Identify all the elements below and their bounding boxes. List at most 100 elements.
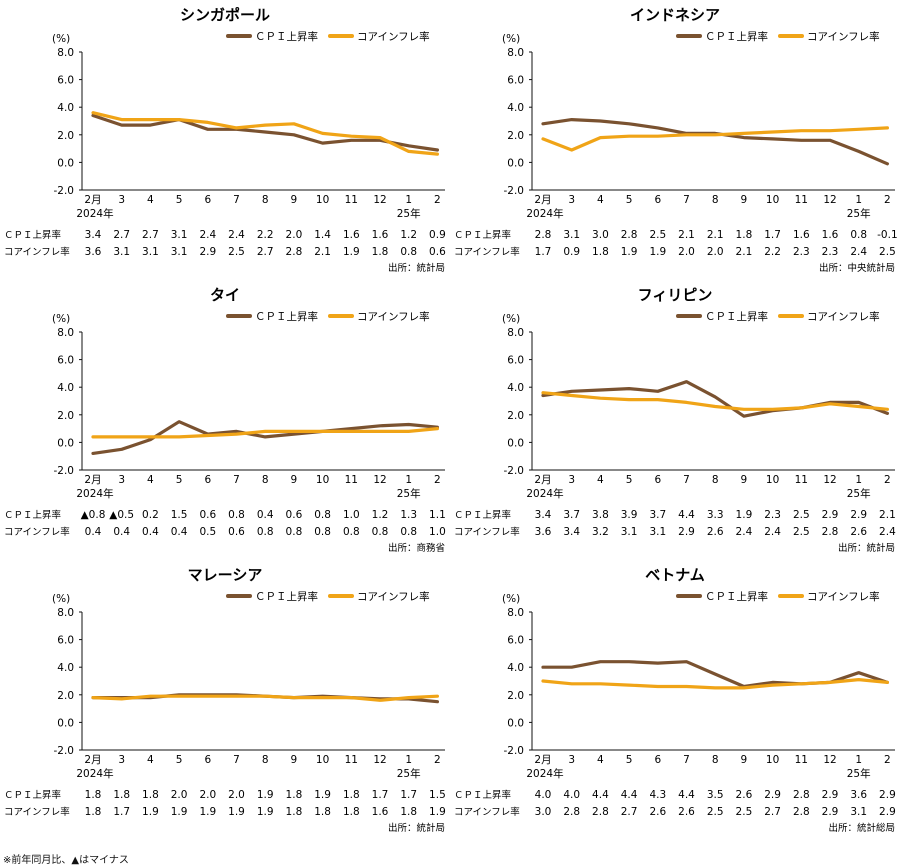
x-tick-label: 2月: [534, 474, 551, 486]
data-label-cpi: 2.9: [764, 789, 781, 801]
y-tick-label: 6.0: [507, 635, 524, 647]
data-label-cpi: 0.8: [850, 229, 867, 241]
legend-label-cpi: ＣＰＩ上昇率: [705, 30, 768, 43]
panel-2: インドネシア (%) 8.0 6.0 4.0 2.0 0.0 -2.0 2月 3 4 5 6 7 8 9 10 1…: [454, 6, 898, 274]
y-tick-label: 8.0: [57, 327, 74, 339]
data-label-core: 2.7: [257, 246, 274, 258]
data-label-core: 0.8: [314, 526, 331, 538]
data-label-core: 1.9: [621, 246, 638, 258]
x-tick-label: 2: [434, 474, 441, 486]
x-tick-label: 3: [118, 474, 125, 486]
x-tick-label: 9: [291, 474, 298, 486]
legend-label-core: コアインフレ率: [807, 310, 880, 323]
legend-label-core: コアインフレ率: [807, 590, 880, 603]
row-label-core: コアインフレ率: [454, 526, 520, 538]
y-tick-label: 0.0: [57, 157, 74, 169]
x-tick-label: 5: [626, 194, 633, 206]
data-label-cpi: 4.4: [621, 789, 638, 801]
x-tick-label: 8: [712, 194, 719, 206]
x-tick-label: 8: [262, 754, 269, 766]
x-tick-label: 3: [568, 474, 575, 486]
data-label-core: 2.9: [678, 526, 695, 538]
x-tick-label: 10: [766, 754, 779, 766]
data-label-core: 2.4: [736, 526, 753, 538]
data-label-cpi: 2.0: [199, 789, 216, 801]
data-label-cpi: 3.0: [592, 229, 609, 241]
legend-label-core: コアインフレ率: [357, 590, 430, 603]
year-label-second: 25年: [397, 207, 421, 220]
y-tick-label: 6.0: [57, 75, 74, 87]
data-label-cpi: 2.8: [621, 229, 638, 241]
data-label-core: 1.9: [142, 806, 159, 818]
row-label-cpi: ＣＰＩ上昇率: [454, 789, 512, 801]
data-label-cpi: 4.4: [678, 789, 695, 801]
y-unit-label: (%): [52, 33, 70, 45]
data-label-core: 0.8: [343, 526, 360, 538]
x-tick-label: 1: [405, 754, 412, 766]
data-label-core: 1.9: [228, 806, 245, 818]
data-label-cpi: 1.8: [142, 789, 159, 801]
data-label-core: 2.8: [592, 806, 609, 818]
data-label-cpi: 1.7: [400, 789, 417, 801]
source-note: 出所：統計総局: [828, 822, 895, 834]
y-unit-label: (%): [502, 593, 520, 605]
data-label-cpi: 3.1: [171, 229, 188, 241]
data-label-cpi: 2.9: [822, 789, 839, 801]
x-tick-label: 2月: [84, 754, 101, 766]
x-tick-label: 1: [405, 474, 412, 486]
y-tick-label: 2.0: [507, 690, 524, 702]
data-label-core: 3.6: [85, 246, 102, 258]
data-label-core: 1.8: [286, 806, 303, 818]
data-label-core: 2.8: [793, 806, 810, 818]
y-tick-label: 8.0: [507, 47, 524, 59]
data-label-core: 2.4: [879, 526, 896, 538]
legend-label-core: コアインフレ率: [807, 30, 880, 43]
x-tick-label: 8: [712, 754, 719, 766]
x-tick-label: 12: [823, 754, 836, 766]
x-tick-label: 1: [855, 474, 862, 486]
legend-label-core: コアインフレ率: [357, 30, 430, 43]
data-label-cpi: 0.6: [286, 509, 303, 521]
panel-title: フィリピン: [638, 286, 713, 304]
data-label-core: 0.9: [563, 246, 580, 258]
y-tick-label: 0.0: [57, 437, 74, 449]
data-label-cpi: 2.9: [879, 789, 896, 801]
data-label-cpi: 1.8: [736, 229, 753, 241]
panel-6: ベトナム(%)8.06.04.02.00.0-2.02月 3 4 5 6 7 8 9 10 11 1…: [454, 566, 896, 834]
data-label-cpi: 1.6: [372, 229, 389, 241]
row-label-cpi: ＣＰＩ上昇率: [454, 229, 512, 241]
data-label-core: 2.2: [764, 246, 781, 258]
row-label-cpi: ＣＰＩ上昇率: [4, 509, 62, 521]
data-label-cpi: 1.8: [85, 789, 102, 801]
data-label-core: 3.1: [621, 526, 638, 538]
x-tick-label: 10: [316, 754, 329, 766]
data-label-core: 2.5: [793, 526, 810, 538]
data-label-core: 2.9: [822, 806, 839, 818]
y-tick-label: 4.0: [57, 382, 74, 394]
y-tick-label: -2.0: [54, 185, 75, 197]
series-line-cpi: [91, 113, 439, 152]
y-tick-label: 2.0: [57, 690, 74, 702]
data-label-core: 0.4: [113, 526, 130, 538]
data-label-core: 1.8: [85, 806, 102, 818]
row-label-cpi: ＣＰＩ上昇率: [454, 509, 512, 521]
series-line-core: [91, 694, 439, 702]
data-label-core: 0.8: [257, 526, 274, 538]
series-line-core: [541, 126, 889, 152]
y-tick-label: -2.0: [504, 185, 525, 197]
panel-title: インドネシア: [630, 6, 720, 24]
data-label-cpi: 3.9: [621, 509, 638, 521]
data-label-core: 2.8: [822, 526, 839, 538]
data-label-cpi: 4.4: [592, 789, 609, 801]
year-label-second: 25年: [397, 767, 421, 780]
data-label-cpi: 1.2: [400, 229, 417, 241]
data-label-cpi: 2.1: [678, 229, 695, 241]
data-label-core: 3.2: [592, 526, 609, 538]
y-tick-label: 0.0: [507, 717, 524, 729]
data-label-cpi: 3.6: [850, 789, 867, 801]
x-tick-label: 11: [345, 474, 358, 486]
data-label-core: 2.1: [736, 246, 753, 258]
legend-label-cpi: ＣＰＩ上昇率: [255, 30, 318, 43]
year-label-first: 2024年: [76, 767, 113, 780]
x-tick-label: 7: [683, 754, 690, 766]
